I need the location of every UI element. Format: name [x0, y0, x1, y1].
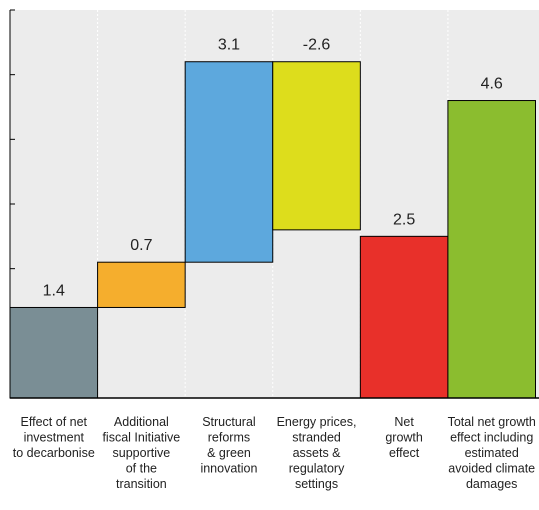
bar: [184, 61, 274, 263]
bar: [9, 306, 99, 399]
bar: [97, 261, 186, 308]
x-tick-label: Energy prices, stranded assets & regulatory…: [277, 415, 357, 491]
bar-value-label: 4.6: [481, 76, 503, 93]
x-tick-label: Effect of net investment to decarbonise: [13, 415, 95, 460]
x-tick-label: Structural reforms & green innovation: [200, 415, 257, 476]
x-tick-label: Total net growth effect including estimate…: [448, 415, 536, 491]
bar: [447, 100, 536, 399]
bar-value-label: 3.1: [218, 37, 240, 54]
bar-value-label: -2.6: [303, 37, 331, 54]
x-tick-label: Net growth effect: [385, 415, 423, 460]
bar-value-label: 1.4: [43, 282, 65, 299]
bar: [272, 61, 361, 231]
bar: [359, 235, 449, 399]
bar-value-label: 2.5: [393, 211, 415, 228]
bar-value-label: 0.7: [130, 237, 152, 254]
x-tick-label: Additional fiscal Initiative supportive of …: [102, 415, 180, 491]
